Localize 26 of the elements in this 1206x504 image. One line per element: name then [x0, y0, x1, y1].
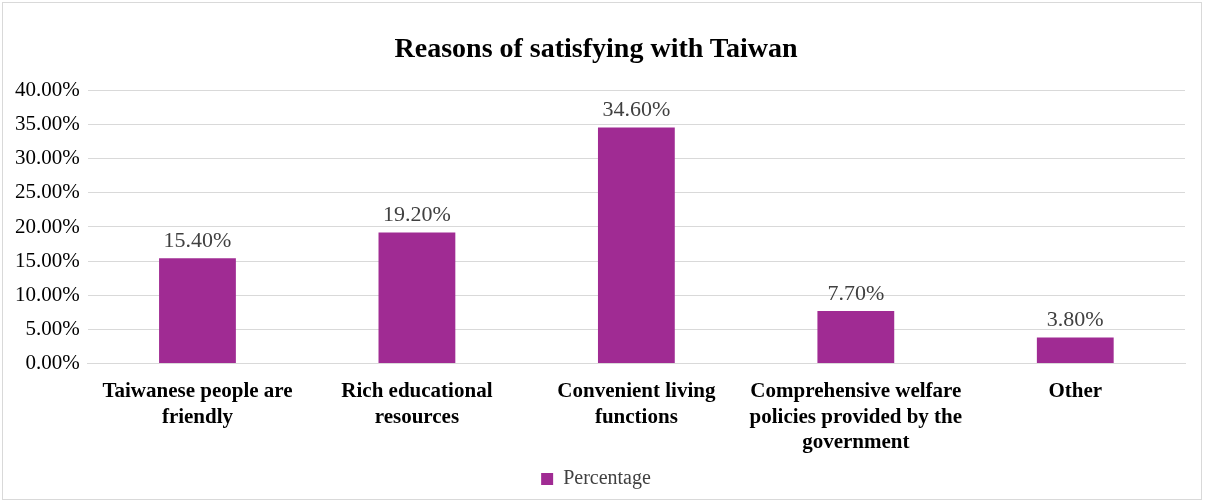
y-tick-label: 0.00% [25, 349, 80, 374]
y-tick-label: 5.00% [25, 315, 80, 340]
bar [378, 232, 456, 363]
data-label: 19.20% [383, 201, 451, 227]
bar [597, 127, 675, 363]
legend-label: Percentage [563, 466, 651, 490]
x-tick-label: Comprehensive welfare policies provided by the government [749, 378, 963, 453]
data-label: 15.40% [163, 227, 232, 253]
y-tick-label: 30.00% [14, 145, 80, 170]
data-label: 7.70% [827, 279, 885, 305]
y-tick-label: 25.00% [14, 179, 80, 204]
bar [1036, 337, 1114, 363]
chart-title: Reasons of satisfying with Taiwan [394, 32, 798, 64]
data-label: 3.80% [1046, 306, 1104, 332]
y-tick-label: 15.00% [14, 247, 80, 272]
x-tick-label: Convenient living functions [557, 378, 716, 428]
x-tick-label: Other [1048, 378, 1103, 403]
bar [817, 310, 895, 363]
y-tick-label: 40.00% [14, 77, 80, 102]
data-label: 34.60% [602, 96, 671, 122]
y-tick-label: 35.00% [14, 111, 80, 136]
y-tick-label: 20.00% [14, 213, 80, 238]
x-tick-label: Rich educational resources [341, 378, 493, 428]
bar [159, 258, 236, 363]
y-tick-label: 10.00% [14, 281, 80, 306]
x-tick-label: Taiwanese people are friendly [102, 378, 293, 428]
